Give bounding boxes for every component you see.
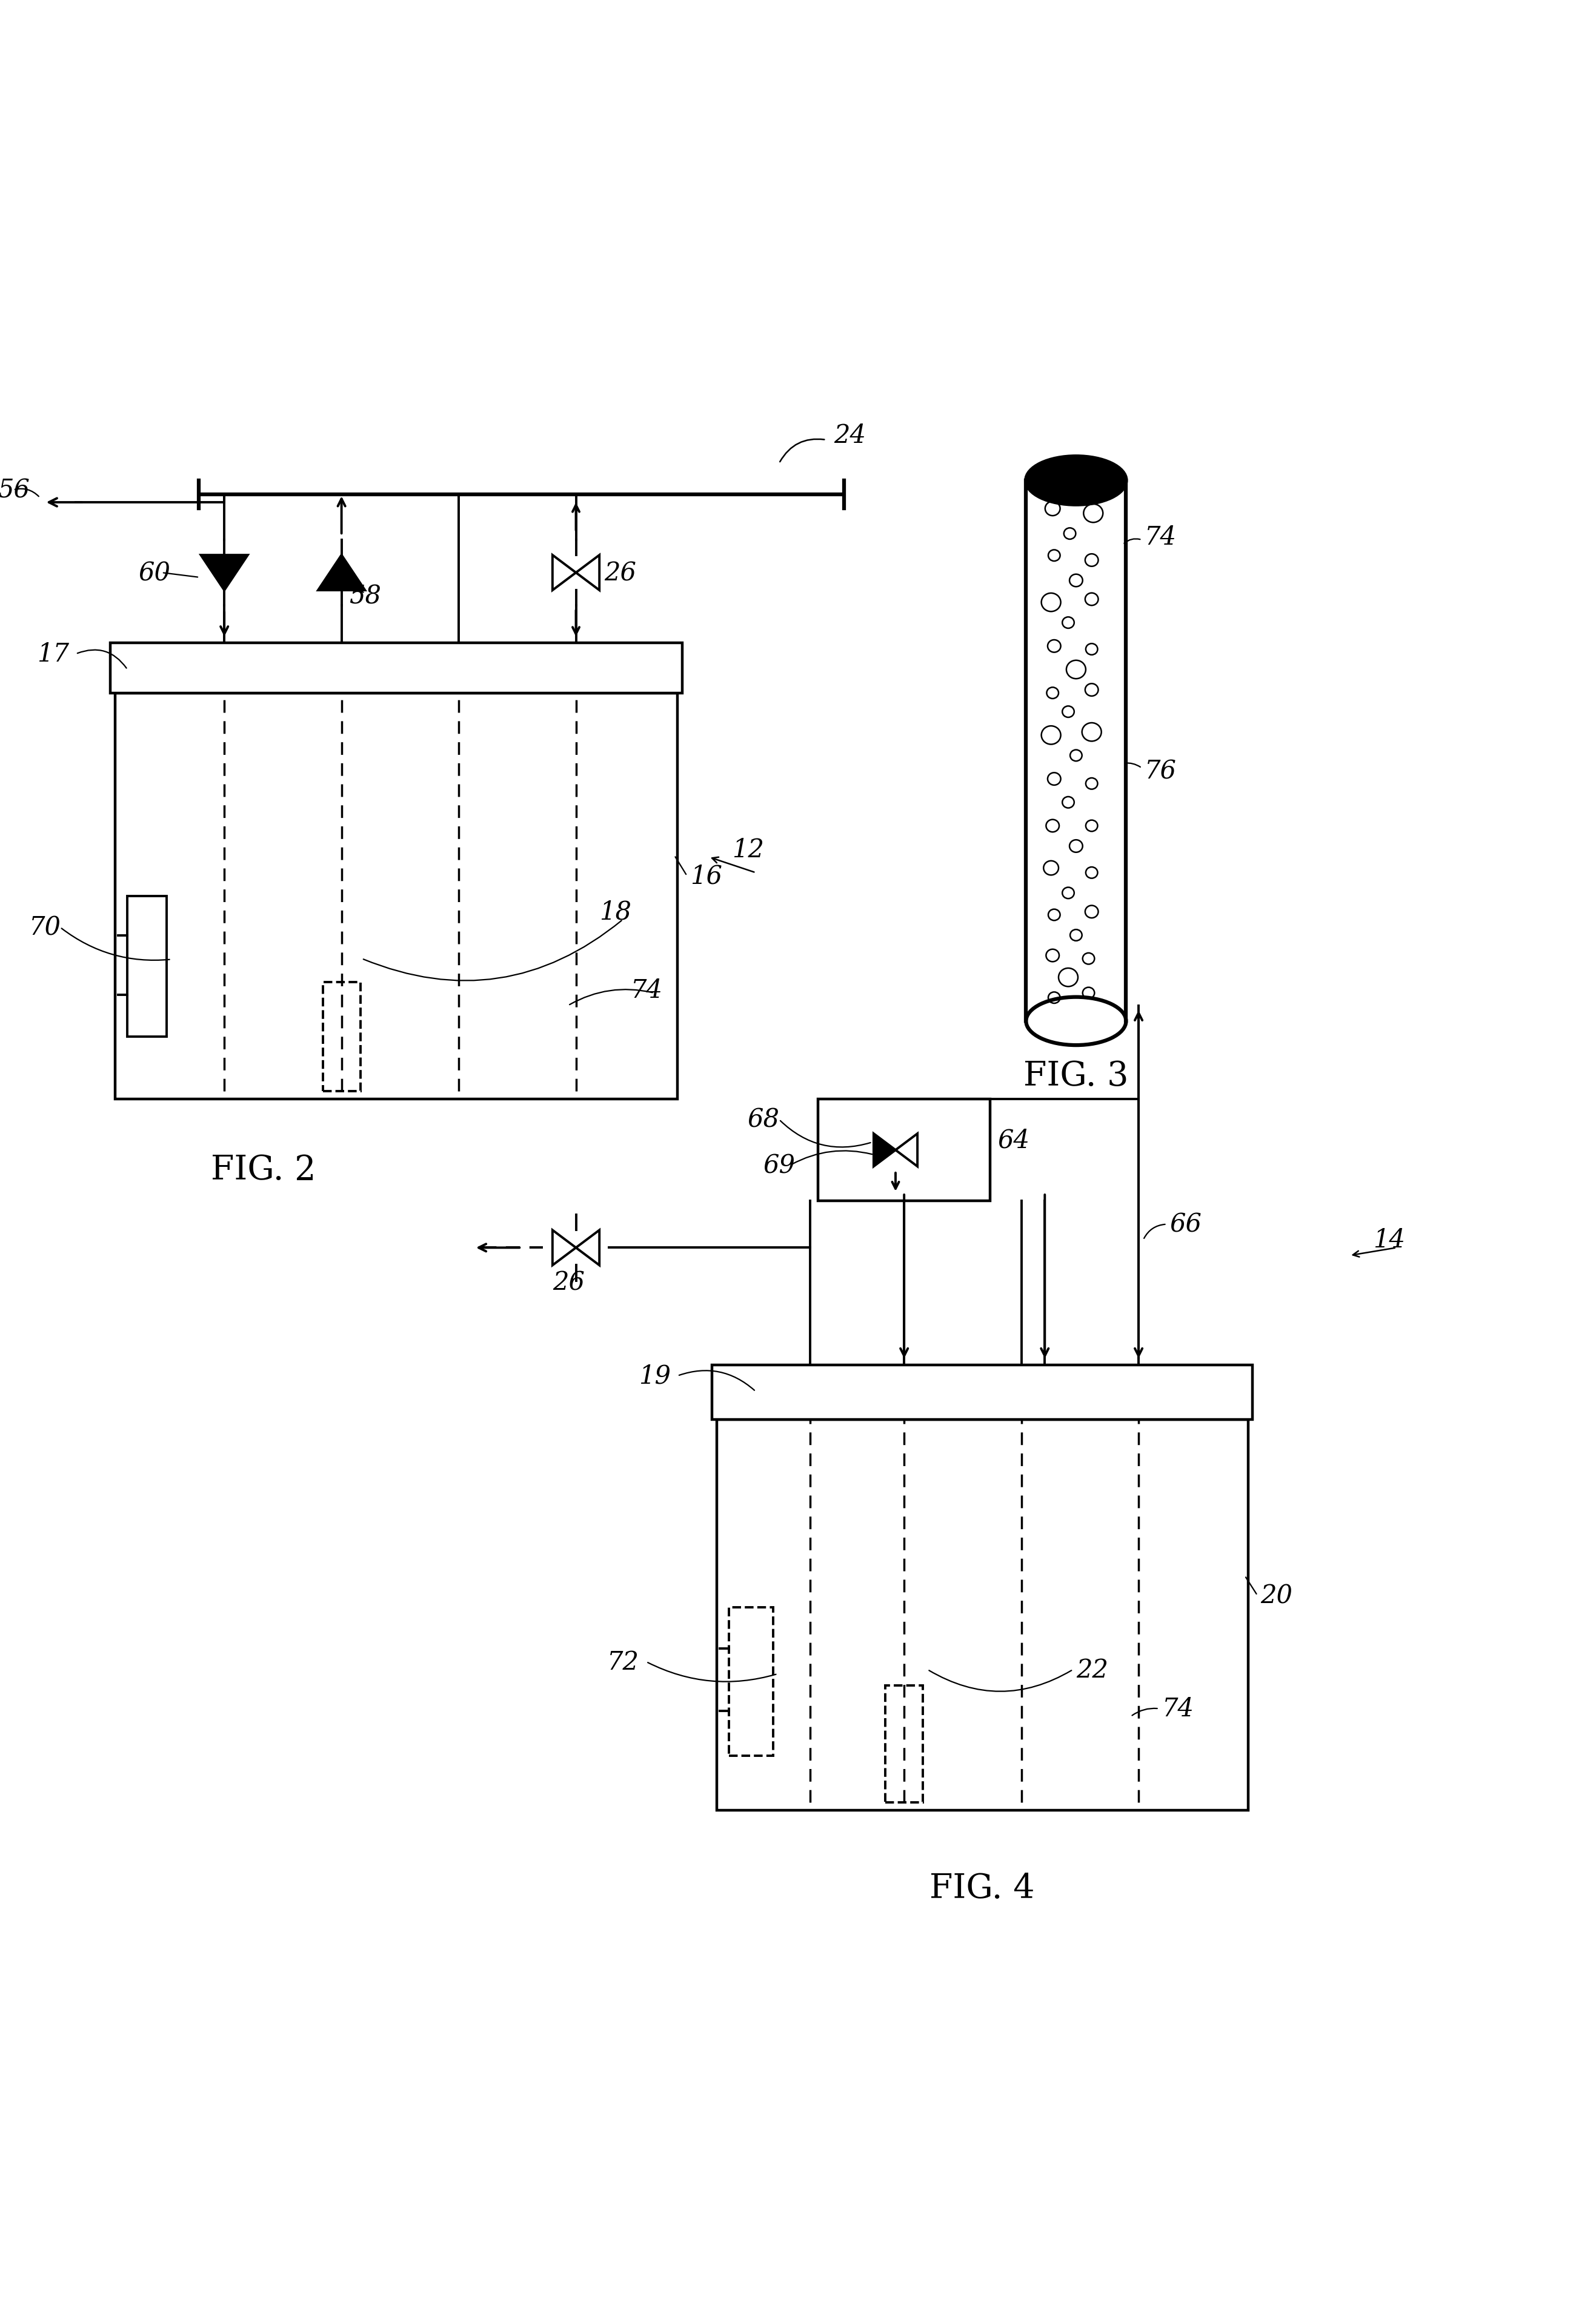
Bar bbox=[115, 693, 678, 1099]
Text: 58: 58 bbox=[350, 583, 381, 609]
Bar bbox=[712, 1364, 1253, 1420]
Text: 20: 20 bbox=[1261, 1583, 1293, 1608]
Ellipse shape bbox=[1026, 458, 1127, 504]
Text: 17: 17 bbox=[37, 641, 69, 667]
Text: 68: 68 bbox=[749, 1106, 780, 1132]
Polygon shape bbox=[318, 555, 365, 590]
Bar bbox=[729, 1608, 772, 1755]
Text: 19: 19 bbox=[638, 1364, 670, 1390]
Text: 56: 56 bbox=[0, 476, 30, 502]
Polygon shape bbox=[201, 555, 247, 590]
Text: 22: 22 bbox=[1076, 1657, 1108, 1683]
Text: FIG. 3: FIG. 3 bbox=[1023, 1060, 1128, 1092]
Text: 16: 16 bbox=[689, 865, 721, 888]
Text: 70: 70 bbox=[29, 916, 61, 941]
Text: 26: 26 bbox=[552, 1269, 584, 1294]
Bar bbox=[322, 983, 361, 1092]
Bar bbox=[128, 897, 166, 1037]
Text: 12: 12 bbox=[733, 837, 764, 862]
Polygon shape bbox=[873, 1134, 895, 1167]
Text: FIG. 2: FIG. 2 bbox=[211, 1153, 316, 1185]
Text: 24: 24 bbox=[833, 423, 867, 449]
Text: 72: 72 bbox=[606, 1650, 640, 1676]
Bar bbox=[717, 1420, 1248, 1810]
Text: 74: 74 bbox=[1144, 525, 1176, 551]
Text: 74: 74 bbox=[1162, 1697, 1194, 1722]
Text: 69: 69 bbox=[763, 1153, 795, 1178]
Ellipse shape bbox=[1026, 997, 1127, 1046]
Text: 18: 18 bbox=[600, 899, 632, 925]
Bar bbox=[886, 1685, 922, 1803]
Text: 64: 64 bbox=[997, 1127, 1029, 1153]
Bar bbox=[819, 1099, 990, 1202]
Text: 60: 60 bbox=[139, 560, 171, 586]
Text: 76: 76 bbox=[1144, 758, 1176, 783]
Text: 26: 26 bbox=[603, 560, 637, 586]
Text: FIG. 4: FIG. 4 bbox=[930, 1871, 1034, 1906]
Text: 14: 14 bbox=[1373, 1227, 1404, 1253]
Text: 74: 74 bbox=[630, 978, 662, 1004]
Text: 66: 66 bbox=[1170, 1211, 1202, 1236]
Bar bbox=[110, 644, 681, 693]
